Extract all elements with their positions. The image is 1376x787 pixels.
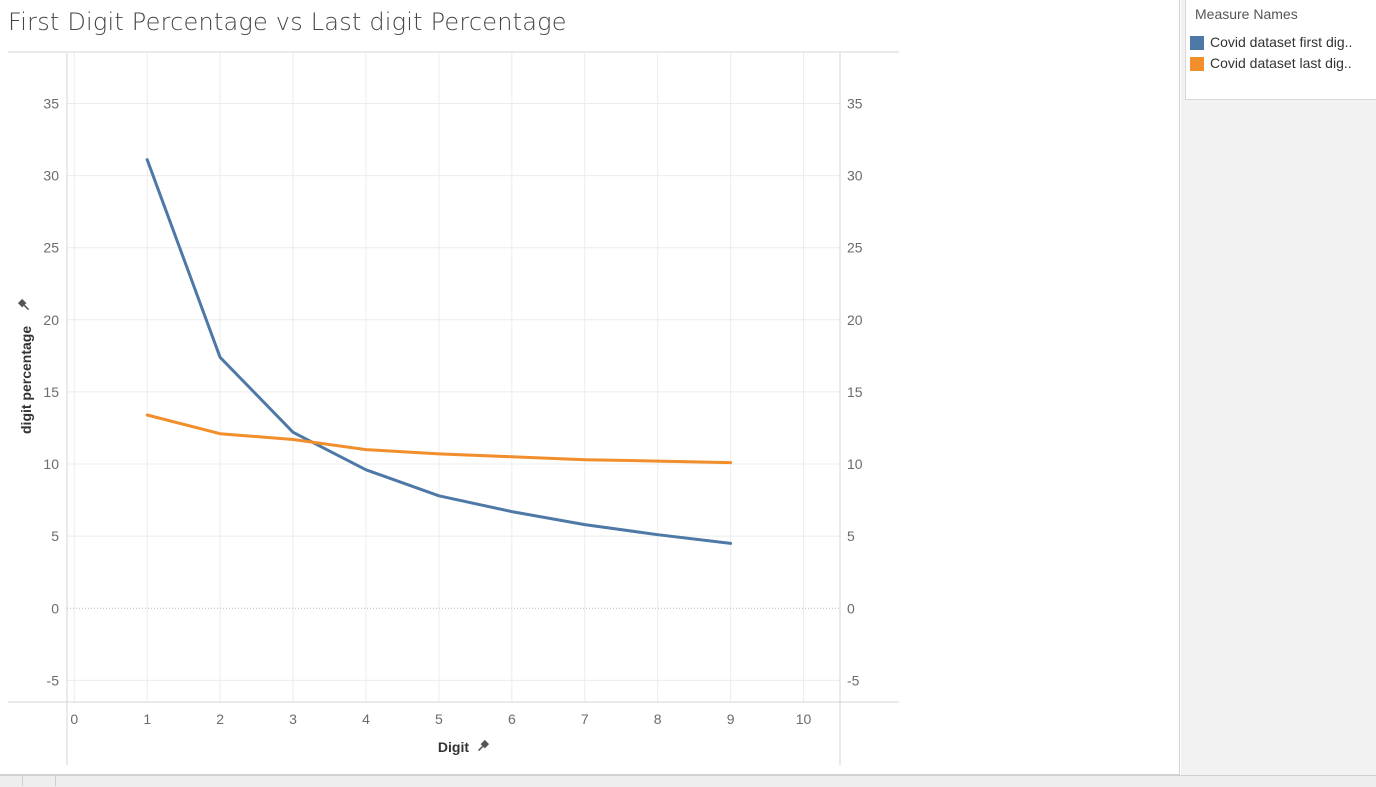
x-tick-label: 2 bbox=[216, 711, 224, 727]
series-line-last-digit bbox=[145, 413, 733, 465]
pin-icon-needle bbox=[23, 304, 30, 311]
x-tick-label: 5 bbox=[435, 711, 443, 727]
y-axis-title: digit percentage bbox=[18, 326, 34, 434]
series-line-first-digit bbox=[145, 158, 733, 545]
y-tick-label-right: 30 bbox=[847, 168, 863, 184]
side-panel: Measure Names Covid dataset first dig.. … bbox=[1181, 0, 1376, 782]
sheet-tab[interactable] bbox=[23, 776, 56, 786]
worksheet: First Digit Percentage vs Last digit Per… bbox=[0, 0, 1180, 775]
x-tick-label: 7 bbox=[581, 711, 589, 727]
y-tick-label-left: 20 bbox=[43, 312, 59, 328]
sheet-tab-bar bbox=[0, 775, 1376, 787]
legend-label-first-digit: Covid dataset first dig.. bbox=[1210, 34, 1353, 50]
legend-title: Measure Names bbox=[1195, 6, 1298, 22]
line-chart: -5 -5 0 0 5 5 10 10 15 15 20 20 25 25 30 30 35 35 0 1 2 3 4 5 6 7… bbox=[8, 51, 899, 765]
y-tick-label-left: 35 bbox=[43, 95, 59, 111]
chart-title: First Digit Percentage vs Last digit Per… bbox=[8, 8, 567, 36]
y-tick-label-right: 25 bbox=[847, 240, 863, 256]
y-tick-label-left: 30 bbox=[43, 168, 59, 184]
y-tick-label-right: 15 bbox=[847, 384, 863, 400]
sheet-tab[interactable] bbox=[0, 776, 23, 786]
x-tick-label: 1 bbox=[143, 711, 151, 727]
x-tick-label: 10 bbox=[796, 711, 812, 727]
pin-icon-needle bbox=[477, 745, 484, 752]
y-tick-label-left: -5 bbox=[47, 672, 60, 688]
legend-swatch-last-digit bbox=[1190, 57, 1204, 71]
legend-item-first-digit[interactable]: Covid dataset first dig.. bbox=[1190, 34, 1376, 54]
x-tick-label: 6 bbox=[508, 711, 516, 727]
pin-icon bbox=[17, 298, 30, 311]
legend-swatch-first-digit bbox=[1190, 36, 1204, 50]
x-tick-label: 3 bbox=[289, 711, 297, 727]
x-tick-label: 9 bbox=[727, 711, 735, 727]
legend-label-last-digit: Covid dataset last dig.. bbox=[1210, 55, 1352, 71]
y-tick-label-right: 10 bbox=[847, 456, 863, 472]
y-tick-label-left: 10 bbox=[43, 456, 59, 472]
y-tick-label-right: 0 bbox=[847, 600, 855, 616]
x-tick-label: 4 bbox=[362, 711, 370, 727]
pin-icon bbox=[477, 739, 490, 752]
y-tick-label-right: 35 bbox=[847, 95, 863, 111]
legend-item-last-digit[interactable]: Covid dataset last dig.. bbox=[1190, 55, 1376, 75]
y-tick-label-left: 25 bbox=[43, 240, 59, 256]
y-tick-label-right: 5 bbox=[847, 528, 855, 544]
legend: Measure Names Covid dataset first dig.. … bbox=[1185, 0, 1376, 100]
x-tick-label: 8 bbox=[654, 711, 662, 727]
x-tick-label: 0 bbox=[70, 711, 78, 727]
x-axis-title: Digit bbox=[438, 739, 469, 755]
y-tick-label-right: -5 bbox=[847, 672, 860, 688]
y-tick-label-left: 0 bbox=[51, 600, 59, 616]
y-tick-label-left: 5 bbox=[51, 528, 59, 544]
y-tick-label-left: 15 bbox=[43, 384, 59, 400]
y-tick-label-right: 20 bbox=[847, 312, 863, 328]
